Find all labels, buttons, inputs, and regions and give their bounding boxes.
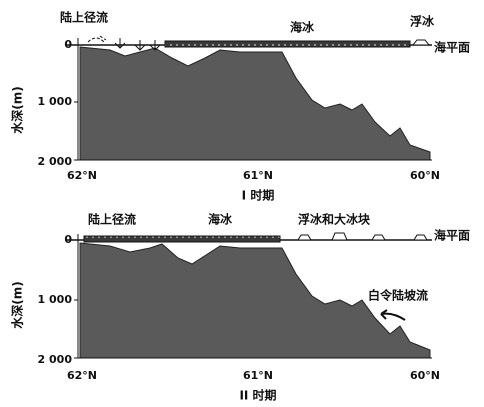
floating-ice <box>411 39 431 46</box>
current-label: 白令陆坡流 <box>368 288 428 303</box>
x-tick-label: 61°N <box>243 169 273 182</box>
x-tick-label: 60°N <box>410 169 440 182</box>
y-tick-label: 0 <box>64 38 72 51</box>
caption: I 时期 <box>242 188 275 203</box>
float-ice-label: 浮冰和大冰块 <box>298 212 371 227</box>
panel-1: 陆上径流 海冰 浮冰 海平面 水深(m) 0 1 000 2 000 62°N … <box>10 10 471 203</box>
panel-2: 陆上径流 海冰 浮冰和大冰块 海平面 白令陆坡流 水深(m) 0 1 000 2… <box>10 212 471 403</box>
y-tick-label: 2 000 <box>38 155 73 168</box>
x-tick-label: 61°N <box>243 369 273 382</box>
runoff-arrow <box>87 35 107 43</box>
float-ice-label: 浮冰 <box>410 14 435 29</box>
runoff-label: 陆上径流 <box>88 212 136 227</box>
runoff-label: 陆上径流 <box>60 10 108 25</box>
x-tick-label: 62°N <box>67 369 97 382</box>
y-tick-label: 2 000 <box>38 353 73 366</box>
sea-level-label: 海平面 <box>434 40 470 55</box>
y-tick-label: 0 <box>64 233 72 246</box>
ice-melt-arrows <box>114 38 161 51</box>
seabed <box>79 46 431 161</box>
y-axis-label: 水深(m) <box>10 86 25 133</box>
sea-ice <box>83 235 281 243</box>
y-tick-label: 1 000 <box>38 95 73 108</box>
x-tick-label: 62°N <box>67 169 97 182</box>
sea-level-label: 海平面 <box>434 228 470 243</box>
current-arrow <box>380 309 406 321</box>
sea-ice <box>164 40 411 48</box>
sea-ice-label: 海冰 <box>208 212 233 227</box>
y-axis-label: 水深(m) <box>10 281 25 328</box>
x-tick-label: 60°N <box>410 369 440 382</box>
y-tick-label: 1 000 <box>38 293 73 306</box>
sea-ice-label: 海冰 <box>290 20 315 35</box>
floating-ice <box>297 232 428 241</box>
caption: II 时期 <box>239 388 276 403</box>
seabed <box>79 242 431 359</box>
